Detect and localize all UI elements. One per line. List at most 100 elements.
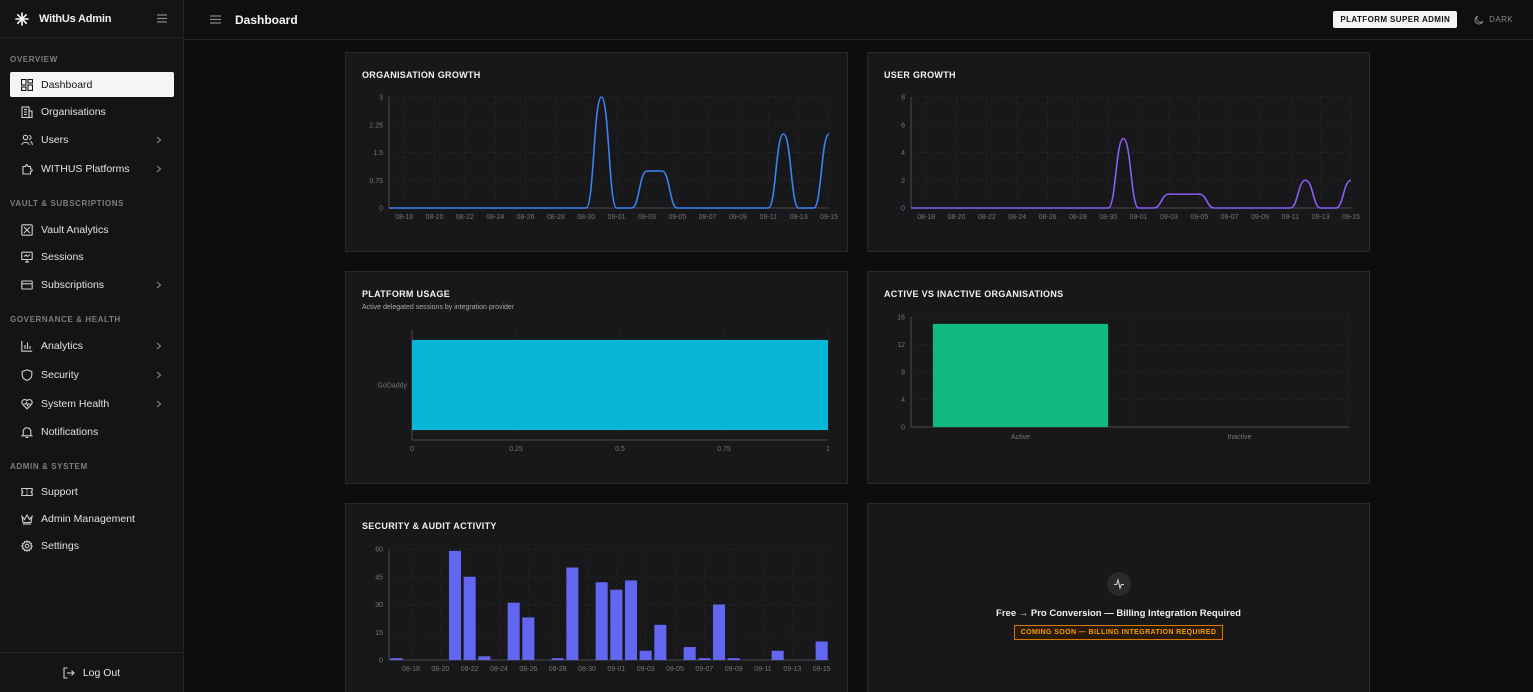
sidebar-item-label: System Health [41, 397, 110, 410]
bar [698, 658, 711, 660]
sidebar-item-label: Dashboard [41, 78, 93, 91]
vault-icon [20, 223, 33, 236]
y-tick-label: 12 [897, 342, 905, 349]
platform-usage-chart: 0 0.25 0.5 0.75 1 GoDaddy [377, 330, 830, 453]
x-tick-label: 08-22 [978, 214, 996, 221]
y-tick-label: 0 [379, 658, 383, 665]
sidebar-item-label: Admin Management [41, 512, 135, 525]
card-title: SECURITY & AUDIT ACTIVITY [362, 521, 497, 531]
bar-chart-icon [20, 339, 33, 352]
y-tick-label: 60 [375, 547, 383, 554]
sidebar-item-admin-management[interactable]: Admin Management [10, 506, 174, 531]
conversion-text: Free → Pro Conversion — Billing Integrat… [996, 608, 1241, 619]
sidebar-item-system-health[interactable]: System Health [10, 391, 174, 416]
sidebar-item-label: Sessions [41, 250, 84, 263]
y-tick-label: 16 [897, 315, 905, 322]
y-tick-label: 4 [901, 397, 905, 404]
y-tick-label: 0.75 [369, 178, 383, 185]
x-tick-label: 08-30 [578, 666, 596, 673]
x-tick-label: 08-30 [1099, 214, 1117, 221]
x-tick-label: 08-24 [1008, 214, 1026, 221]
sidebar-item-subscriptions[interactable]: Subscriptions [10, 272, 174, 297]
sidebar-item-dashboard[interactable]: Dashboard [10, 72, 174, 97]
bar [551, 658, 564, 660]
bar [448, 550, 462, 660]
crown-icon [20, 512, 33, 525]
sidebar-item-support[interactable]: Support [10, 479, 174, 504]
card-title: ORGANISATION GROWTH [362, 70, 481, 80]
bar [390, 658, 403, 660]
bar [771, 650, 784, 660]
chevron-right-icon [154, 280, 164, 290]
platform-usage-card: PLATFORM USAGE Active delegated sessions… [345, 271, 848, 484]
sidebar-item-notifications[interactable]: Notifications [10, 419, 174, 444]
x-tick-label: 08-24 [486, 214, 504, 221]
theme-toggle[interactable]: DARK [1473, 14, 1513, 25]
sidebar-item-label: Security [41, 368, 79, 381]
sidebar-item-label: Analytics [41, 339, 84, 352]
heart-pulse-icon [20, 397, 33, 410]
x-tick-label: 09-07 [695, 666, 713, 673]
x-tick-label: 08-28 [547, 214, 565, 221]
x-tick-label: 09-13 [790, 214, 808, 221]
activity-icon [1106, 572, 1131, 596]
moon-icon [1473, 14, 1484, 25]
y-category-label: GoDaddy [377, 383, 407, 390]
users-icon [20, 133, 33, 146]
bar [412, 339, 828, 431]
section-vault-subscriptions: VAULT & SUBSCRIPTIONS [10, 199, 125, 208]
conversion-card: Free → Pro Conversion — Billing Integrat… [867, 503, 1370, 692]
bar [522, 617, 535, 660]
x-tick-label: 09-09 [725, 666, 743, 673]
bar [595, 582, 608, 660]
sidebar-item-label: Settings [41, 539, 79, 552]
y-tick-label: 2.25 [369, 122, 383, 129]
y-tick-label: 2 [901, 178, 905, 185]
shield-icon [20, 368, 33, 381]
series-line [911, 137, 1352, 209]
theme-label: DARK [1489, 15, 1513, 24]
sidebar-item-withus-platforms[interactable]: WITHUS Platforms [10, 156, 174, 181]
x-category-label: Active [1011, 434, 1030, 441]
role-badge: PLATFORM SUPER ADMIN [1333, 11, 1458, 28]
ticket-icon [20, 485, 33, 498]
y-tick-label: 45 [375, 574, 383, 581]
y-tick-label: 8 [901, 95, 905, 102]
sidebar-item-organisations[interactable]: Organisations [10, 99, 174, 124]
chevron-right-icon [154, 370, 164, 380]
x-tick-label: 09-01 [608, 214, 626, 221]
chevron-right-icon [154, 341, 164, 351]
logout-button[interactable]: Log Out [63, 666, 120, 679]
sidebar-item-users[interactable]: Users [10, 127, 174, 152]
section-admin-system: ADMIN & SYSTEM [10, 462, 88, 471]
brand-header: WithUs Admin [0, 0, 183, 38]
bell-icon [20, 425, 33, 438]
menu-icon[interactable] [208, 13, 222, 27]
x-tick-label: 09-15 [820, 214, 838, 221]
x-tick-label: 08-22 [461, 666, 479, 673]
x-tick-label: 09-15 [813, 666, 831, 673]
x-tick-label: 0.5 [615, 446, 625, 453]
sidebar-item-label: Notifications [41, 425, 99, 438]
sidebar-item-vault-analytics[interactable]: Vault Analytics [10, 217, 174, 242]
y-tick-label: 4 [901, 150, 905, 157]
x-tick-label: 08-26 [519, 666, 537, 673]
x-tick-label: 09-05 [1190, 214, 1208, 221]
x-tick-label: 08-18 [917, 214, 935, 221]
series-line [389, 96, 830, 209]
x-tick-label: 09-15 [1342, 214, 1360, 221]
x-tick-label: 09-05 [668, 214, 686, 221]
y-tick-label: 1.5 [373, 150, 383, 157]
sidebar-toggle-icon[interactable] [155, 12, 169, 26]
org-growth-card: ORGANISATION GROWTH 0 0.75 1.5 2.25 3 08-18 08… [345, 52, 848, 252]
sidebar-item-security[interactable]: Security [10, 362, 174, 387]
sidebar-item-sessions[interactable]: Sessions [10, 244, 174, 269]
sidebar-item-analytics[interactable]: Analytics [10, 333, 174, 358]
bar [727, 658, 740, 660]
chevron-right-icon [154, 135, 164, 145]
sidebar-item-settings[interactable]: Settings [10, 533, 174, 558]
y-tick-label: 3 [379, 95, 383, 102]
x-tick-label: 08-26 [517, 214, 535, 221]
gear-icon [20, 539, 33, 552]
sidebar-footer: Log Out [0, 652, 183, 692]
